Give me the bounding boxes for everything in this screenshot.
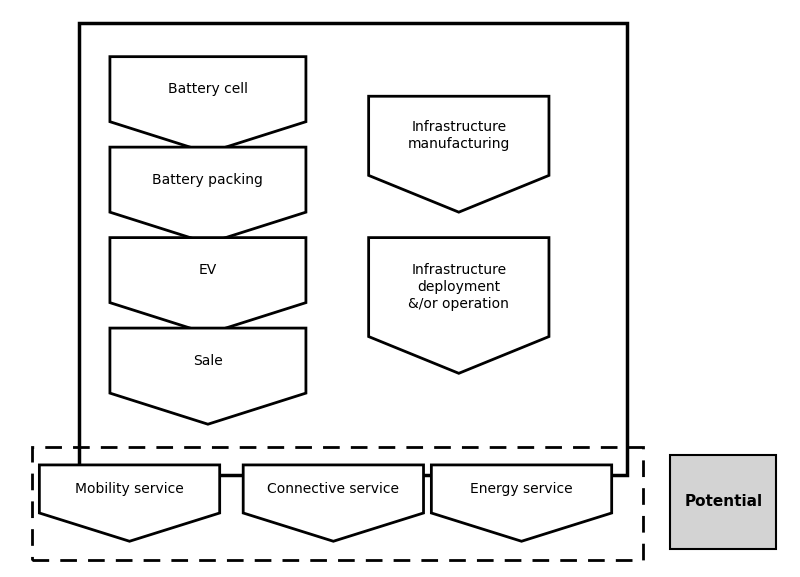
Polygon shape [431,465,612,541]
Text: Sale: Sale [193,354,222,368]
Polygon shape [110,238,306,334]
Bar [670,455,776,549]
Text: Energy service: Energy service [470,482,573,496]
Text: EV: EV [198,263,217,277]
Polygon shape [369,238,549,373]
Polygon shape [110,57,306,153]
Text: Potential: Potential [684,494,762,509]
Text: Connective service: Connective service [267,482,399,496]
Polygon shape [110,147,306,243]
Text: Infrastructure
manufacturing: Infrastructure manufacturing [408,120,510,152]
Polygon shape [369,96,549,212]
Polygon shape [110,328,306,424]
Bar [78,23,627,475]
Text: Battery packing: Battery packing [153,173,263,186]
Bar [31,447,643,560]
Text: Battery cell: Battery cell [168,82,248,96]
Polygon shape [39,465,220,541]
Text: Mobility service: Mobility service [75,482,184,496]
Polygon shape [243,465,423,541]
Text: Infrastructure
deployment
&/or operation: Infrastructure deployment &/or operation [408,263,510,312]
